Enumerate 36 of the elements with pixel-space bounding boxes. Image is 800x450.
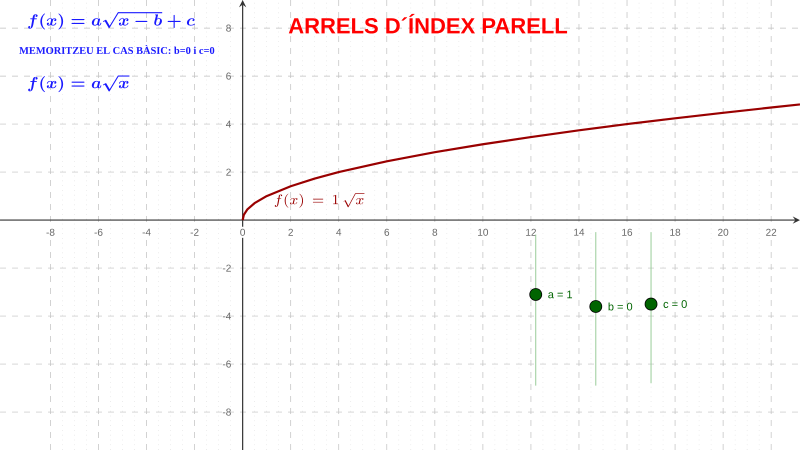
line-series [242, 103, 800, 222]
x-tick-label: -8 [46, 228, 54, 236]
text: ARRELS D´ÍNDEX PARELL [288, 14, 568, 34]
x-tick-label: 22 [766, 228, 776, 236]
x-tick-label: 14 [574, 228, 584, 236]
x-tick-label: 0 [240, 228, 246, 236]
y-tick-label: -2 [222, 264, 231, 272]
x-tick-label: 4 [336, 228, 342, 236]
y-tick-label: -6 [222, 360, 231, 368]
x-tick-label: -2 [190, 228, 199, 236]
annotation: b = 0 [608, 302, 632, 310]
point [589, 300, 602, 313]
annotation: $f(x) = a\sqrt{x-b}+c$ [28, 12, 195, 30]
x-tick-label: 2 [288, 228, 293, 236]
annotation: a = 1 [548, 290, 572, 298]
x-tick-label: 10 [478, 228, 488, 236]
y-tick-label: 6 [226, 72, 231, 80]
x-tick-label: 8 [432, 228, 438, 236]
point [644, 298, 658, 310]
y-tick-label: -4 [222, 312, 232, 320]
x-tick-label: 16 [622, 228, 632, 236]
x-tick-label: -4 [142, 228, 151, 236]
y-tick-label: 4 [226, 120, 232, 128]
y-tick-label: -8 [222, 408, 231, 416]
y-tick-label: 8 [226, 24, 231, 32]
annotation: MEMORITZEU EL CAS BÀSIC: b=0 i c=0 [19, 44, 214, 54]
point [529, 288, 542, 301]
annotation: $f(x) = a\sqrt{x}$ [28, 75, 130, 92]
annotation: $f(x) \,=\, 1\,\sqrt{x}$ [274, 193, 364, 208]
x-tick-label: 6 [384, 228, 390, 236]
x-tick-label: 12 [526, 228, 536, 236]
x-tick-label: 18 [670, 228, 680, 236]
annotation: c = 0 [664, 300, 687, 308]
x-tick-label: -6 [94, 228, 103, 236]
y-tick-label: 2 [226, 168, 231, 176]
x-tick-label: 20 [718, 228, 728, 236]
